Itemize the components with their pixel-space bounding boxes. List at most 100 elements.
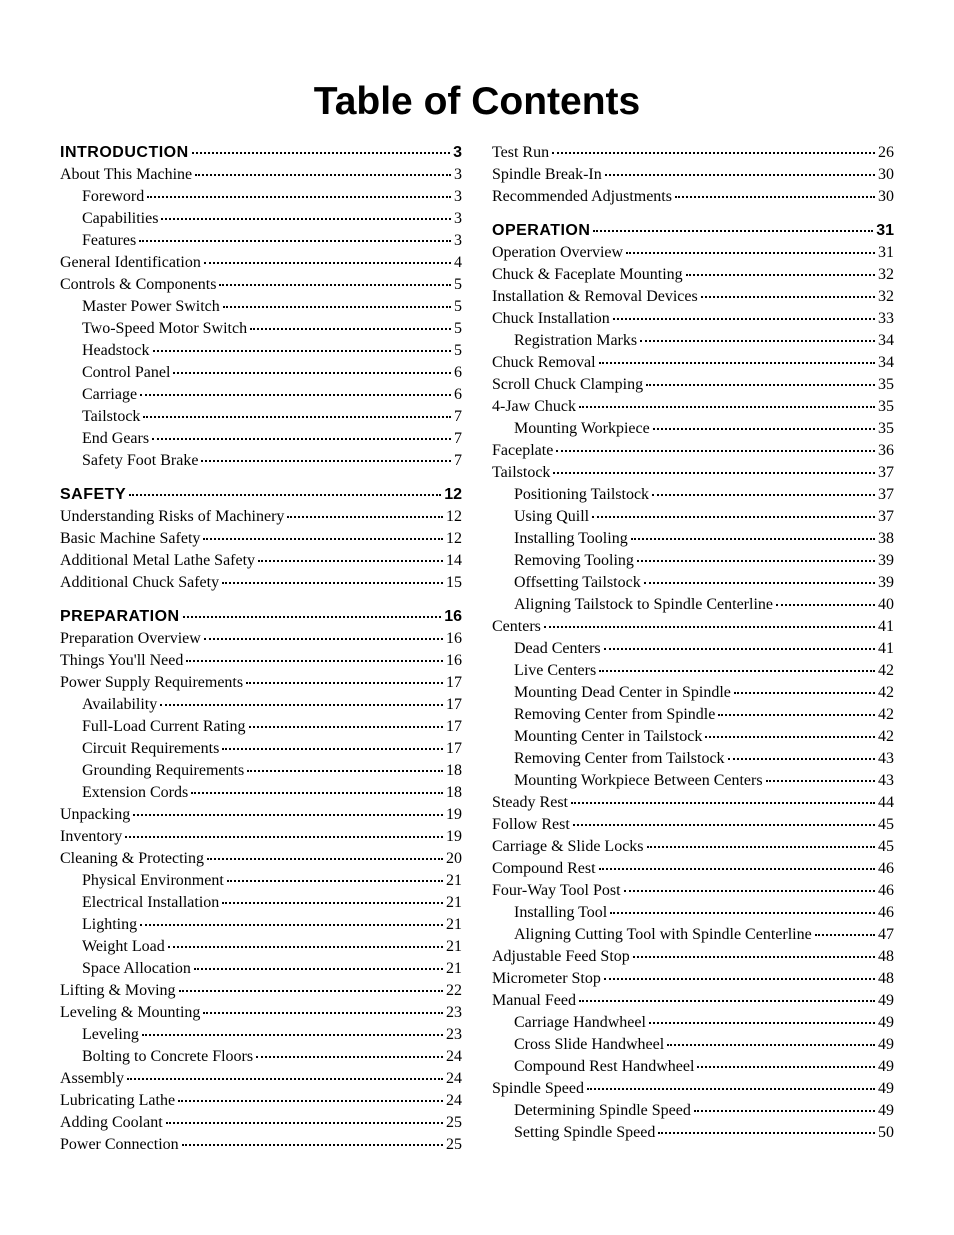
toc-entry-page: 35 xyxy=(878,377,894,393)
toc-entry-page: 44 xyxy=(878,795,894,811)
toc-entry: Compound Rest Handwheel49 xyxy=(492,1056,894,1078)
toc-entry-label: Basic Machine Safety xyxy=(60,531,200,547)
toc-entry-page: 24 xyxy=(446,1049,462,1065)
toc-leader-dots xyxy=(815,934,875,936)
toc-entry-page: 5 xyxy=(454,299,462,315)
toc-entry-label: Additional Metal Lathe Safety xyxy=(60,553,255,569)
toc-entry-label: Mounting Dead Center in Spindle xyxy=(514,685,731,701)
toc-entry-page: 21 xyxy=(446,917,462,933)
toc-leader-dots xyxy=(599,868,875,870)
toc-leader-dots xyxy=(646,384,875,386)
toc-entry: Assembly24 xyxy=(60,1068,462,1090)
toc-entry: Mounting Workpiece35 xyxy=(492,418,894,440)
toc-entry-label: Lifting & Moving xyxy=(60,983,176,999)
toc-entry: Leveling & Mounting23 xyxy=(60,1002,462,1024)
toc-entry-label: Availability xyxy=(82,697,157,713)
toc-leader-dots xyxy=(127,1078,443,1080)
toc-entry-page: 45 xyxy=(878,839,894,855)
toc-entry-page: 21 xyxy=(446,961,462,977)
toc-entry-label: Features xyxy=(82,233,136,249)
toc-entry: End Gears7 xyxy=(60,428,462,450)
toc-entry-label: Unpacking xyxy=(60,807,130,823)
toc-leader-dots xyxy=(179,990,443,992)
toc-entry-label: OPERATION xyxy=(492,223,590,239)
toc-entry-label: End Gears xyxy=(82,431,149,447)
toc-entry-label: Full-Load Current Rating xyxy=(82,719,246,735)
toc-entry-page: 23 xyxy=(446,1027,462,1043)
toc-entry-page: 48 xyxy=(878,971,894,987)
toc-leader-dots xyxy=(599,362,875,364)
toc-entry-page: 18 xyxy=(446,763,462,779)
toc-leader-dots xyxy=(599,670,875,672)
toc-leader-dots xyxy=(667,1044,875,1046)
toc-entry: Bolting to Concrete Floors24 xyxy=(60,1046,462,1068)
toc-entry-page: 25 xyxy=(446,1137,462,1153)
toc-entry: Spindle Speed49 xyxy=(492,1078,894,1100)
toc-entry-label: Removing Center from Spindle xyxy=(514,707,715,723)
toc-entry: Lighting 21 xyxy=(60,914,462,936)
toc-entry: Capabilities3 xyxy=(60,208,462,230)
toc-entry-label: Lighting xyxy=(82,917,137,933)
toc-leader-dots xyxy=(694,1110,875,1112)
toc-leader-dots xyxy=(633,956,875,958)
toc-entry-label: Preparation Overview xyxy=(60,631,201,647)
toc-entry-page: 32 xyxy=(878,289,894,305)
toc-leader-dots xyxy=(201,460,451,462)
toc-leader-dots xyxy=(129,494,441,496)
toc-entry: Tailstock37 xyxy=(492,462,894,484)
toc-entry-label: Carriage & Slide Locks xyxy=(492,839,644,855)
toc-entry: Setting Spindle Speed50 xyxy=(492,1122,894,1144)
toc-entry-label: Aligning Tailstock to Spindle Centerline xyxy=(514,597,773,613)
toc-entry-page: 49 xyxy=(878,993,894,1009)
toc-entry-page: 5 xyxy=(454,321,462,337)
toc-leader-dots xyxy=(728,758,875,760)
toc-entry-page: 41 xyxy=(878,619,894,635)
toc-entry: Adding Coolant25 xyxy=(60,1112,462,1134)
toc-entry-page: 34 xyxy=(878,355,894,371)
page-title: Table of Contents xyxy=(60,80,894,124)
toc-entry: Aligning Tailstock to Spindle Centerline… xyxy=(492,594,894,616)
toc-leader-dots xyxy=(649,1022,875,1024)
toc-entry-page: 42 xyxy=(878,707,894,723)
toc-entry: Installation & Removal Devices32 xyxy=(492,286,894,308)
toc-entry: Steady Rest44 xyxy=(492,792,894,814)
toc-leader-dots xyxy=(173,372,451,374)
section-gap xyxy=(492,208,894,220)
toc-entry-label: Test Run xyxy=(492,145,549,161)
toc-entry-page: 40 xyxy=(878,597,894,613)
toc-leader-dots xyxy=(140,394,451,396)
toc-leader-dots xyxy=(593,230,873,232)
toc-entry-label: Carriage xyxy=(82,387,137,403)
toc-entry-page: 16 xyxy=(446,653,462,669)
toc-entry-page: 49 xyxy=(878,1103,894,1119)
toc-entry-page: 43 xyxy=(878,773,894,789)
toc-entry-label: Physical Environment xyxy=(82,873,224,889)
toc-entry-page: 24 xyxy=(446,1093,462,1109)
toc-entry-page: 49 xyxy=(878,1037,894,1053)
toc-section-entry: PREPARATION16 xyxy=(60,606,462,628)
toc-entry-label: Spindle Break-In xyxy=(492,167,602,183)
toc-entry: Carriage & Slide Locks 45 xyxy=(492,836,894,858)
toc-entry: Manual Feed 49 xyxy=(492,990,894,1012)
toc-entry-page: 30 xyxy=(878,189,894,205)
toc-entry: Control Panel6 xyxy=(60,362,462,384)
toc-leader-dots xyxy=(675,196,875,198)
toc-leader-dots xyxy=(227,880,443,882)
toc-entry-label: Mounting Workpiece Between Centers xyxy=(514,773,763,789)
toc-entry-page: 48 xyxy=(878,949,894,965)
toc-entry: Carriage Handwheel49 xyxy=(492,1012,894,1034)
toc-leader-dots xyxy=(142,1034,443,1036)
toc-entry-label: Tailstock xyxy=(492,465,550,481)
toc-entry-page: 35 xyxy=(878,399,894,415)
toc-entry: Tailstock7 xyxy=(60,406,462,428)
toc-entry: Registration Marks34 xyxy=(492,330,894,352)
toc-entry: Spindle Break-In30 xyxy=(492,164,894,186)
toc-entry-label: Positioning Tailstock xyxy=(514,487,649,503)
toc-leader-dots xyxy=(161,218,451,220)
toc-entry-label: Determining Spindle Speed xyxy=(514,1103,691,1119)
toc-entry-label: Using Quill xyxy=(514,509,589,525)
toc-entry-label: Manual Feed xyxy=(492,993,576,1009)
toc-entry: Lifting & Moving22 xyxy=(60,980,462,1002)
toc-leader-dots xyxy=(222,748,443,750)
toc-entry-page: 49 xyxy=(878,1059,894,1075)
